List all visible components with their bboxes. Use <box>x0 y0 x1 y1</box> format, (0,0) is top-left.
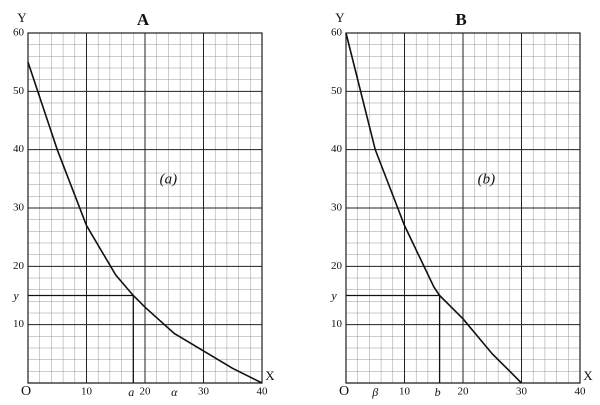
x-mark-label: α <box>171 385 178 399</box>
y-tick-label: 10 <box>13 318 25 330</box>
y-tick-label: 40 <box>13 143 25 155</box>
x-tick-label: 40 <box>575 386 587 398</box>
y-tick-label: 10 <box>331 318 343 330</box>
x-tick-label: 30 <box>516 386 528 398</box>
y-tick-label: 30 <box>13 202 25 214</box>
x-tick-label: 20 <box>458 386 470 398</box>
x-mark-label: β <box>371 385 378 399</box>
y-tick-label: 40 <box>331 143 343 155</box>
guide-x-label: a <box>128 385 134 399</box>
y-axis-label: Y <box>17 10 27 25</box>
y-tick-label: 20 <box>331 260 343 272</box>
chart-title: B <box>455 10 466 29</box>
y-tick-label: 30 <box>331 202 343 214</box>
y-tick-label: 60 <box>13 27 25 39</box>
annotation: (b) <box>478 171 496 187</box>
x-tick-label: 40 <box>257 386 269 398</box>
guide-y-label: y <box>12 288 19 302</box>
x-tick-label: 30 <box>198 386 210 398</box>
curve <box>345 32 523 384</box>
annotation: (a) <box>160 171 178 187</box>
y-axis-label: Y <box>335 10 345 25</box>
chart-title: A <box>137 10 150 29</box>
y-tick-label: 50 <box>13 85 25 97</box>
x-tick-label: O <box>339 384 349 399</box>
y-tick-label: 20 <box>13 260 25 272</box>
y-tick-label: 50 <box>331 85 343 97</box>
x-tick-label: 10 <box>81 386 93 398</box>
x-tick-label: O <box>21 384 31 399</box>
y-tick-label: 60 <box>331 27 343 39</box>
x-axis-label: X <box>583 368 593 383</box>
curve <box>27 61 263 384</box>
x-tick-label: 20 <box>140 386 152 398</box>
guide-x-label: b <box>435 385 441 399</box>
x-axis-label: X <box>265 368 275 383</box>
x-tick-label: 10 <box>399 386 411 398</box>
guide-y-label: y <box>330 288 337 302</box>
